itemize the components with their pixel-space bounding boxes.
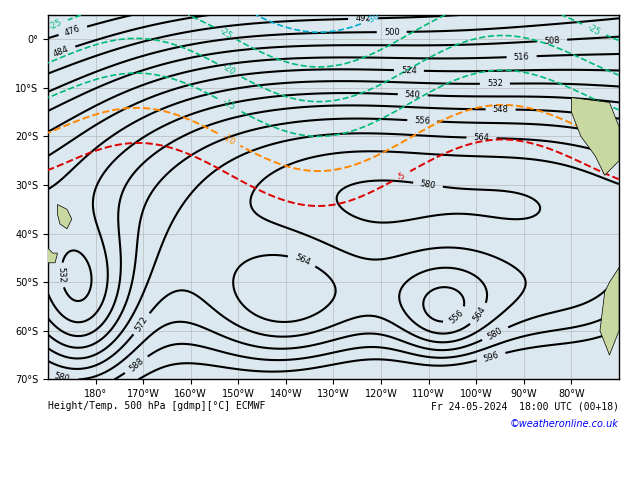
Text: 540: 540 [404, 90, 421, 99]
Text: 588: 588 [127, 356, 145, 373]
Text: 556: 556 [414, 116, 430, 126]
Text: 532: 532 [487, 79, 503, 88]
Text: 572: 572 [134, 315, 150, 333]
Text: 580: 580 [420, 179, 437, 191]
Text: 564: 564 [474, 133, 489, 143]
Text: 580: 580 [486, 326, 504, 342]
Text: 580: 580 [53, 371, 70, 384]
Text: -10: -10 [221, 132, 237, 147]
Text: 596: 596 [482, 350, 500, 364]
Text: 500: 500 [384, 27, 399, 37]
Text: -25: -25 [48, 18, 63, 32]
Text: -20: -20 [221, 62, 236, 77]
Text: 508: 508 [544, 35, 560, 46]
Text: 524: 524 [401, 66, 417, 75]
Text: -25: -25 [217, 26, 233, 41]
Text: 564: 564 [472, 305, 488, 323]
Polygon shape [39, 248, 58, 263]
Polygon shape [58, 204, 72, 229]
Text: 556: 556 [448, 308, 465, 326]
Text: ©weatheronline.co.uk: ©weatheronline.co.uk [510, 419, 619, 429]
Text: -25: -25 [586, 23, 602, 37]
Polygon shape [600, 268, 619, 355]
Text: Fr 24-05-2024  18:00 UTC (00+18): Fr 24-05-2024 18:00 UTC (00+18) [431, 401, 619, 411]
Text: 484: 484 [52, 44, 70, 58]
Text: -30: -30 [365, 11, 381, 26]
Text: -5: -5 [396, 170, 407, 182]
Text: 532: 532 [56, 267, 67, 283]
Text: 492: 492 [355, 14, 371, 24]
Text: 476: 476 [64, 24, 82, 38]
Text: 548: 548 [493, 105, 508, 114]
Text: Height/Temp. 500 hPa [gdmp][°C] ECMWF: Height/Temp. 500 hPa [gdmp][°C] ECMWF [48, 401, 266, 411]
Text: -15: -15 [221, 97, 237, 112]
Text: 564: 564 [293, 253, 311, 268]
Text: 516: 516 [514, 52, 530, 62]
Polygon shape [571, 98, 619, 175]
